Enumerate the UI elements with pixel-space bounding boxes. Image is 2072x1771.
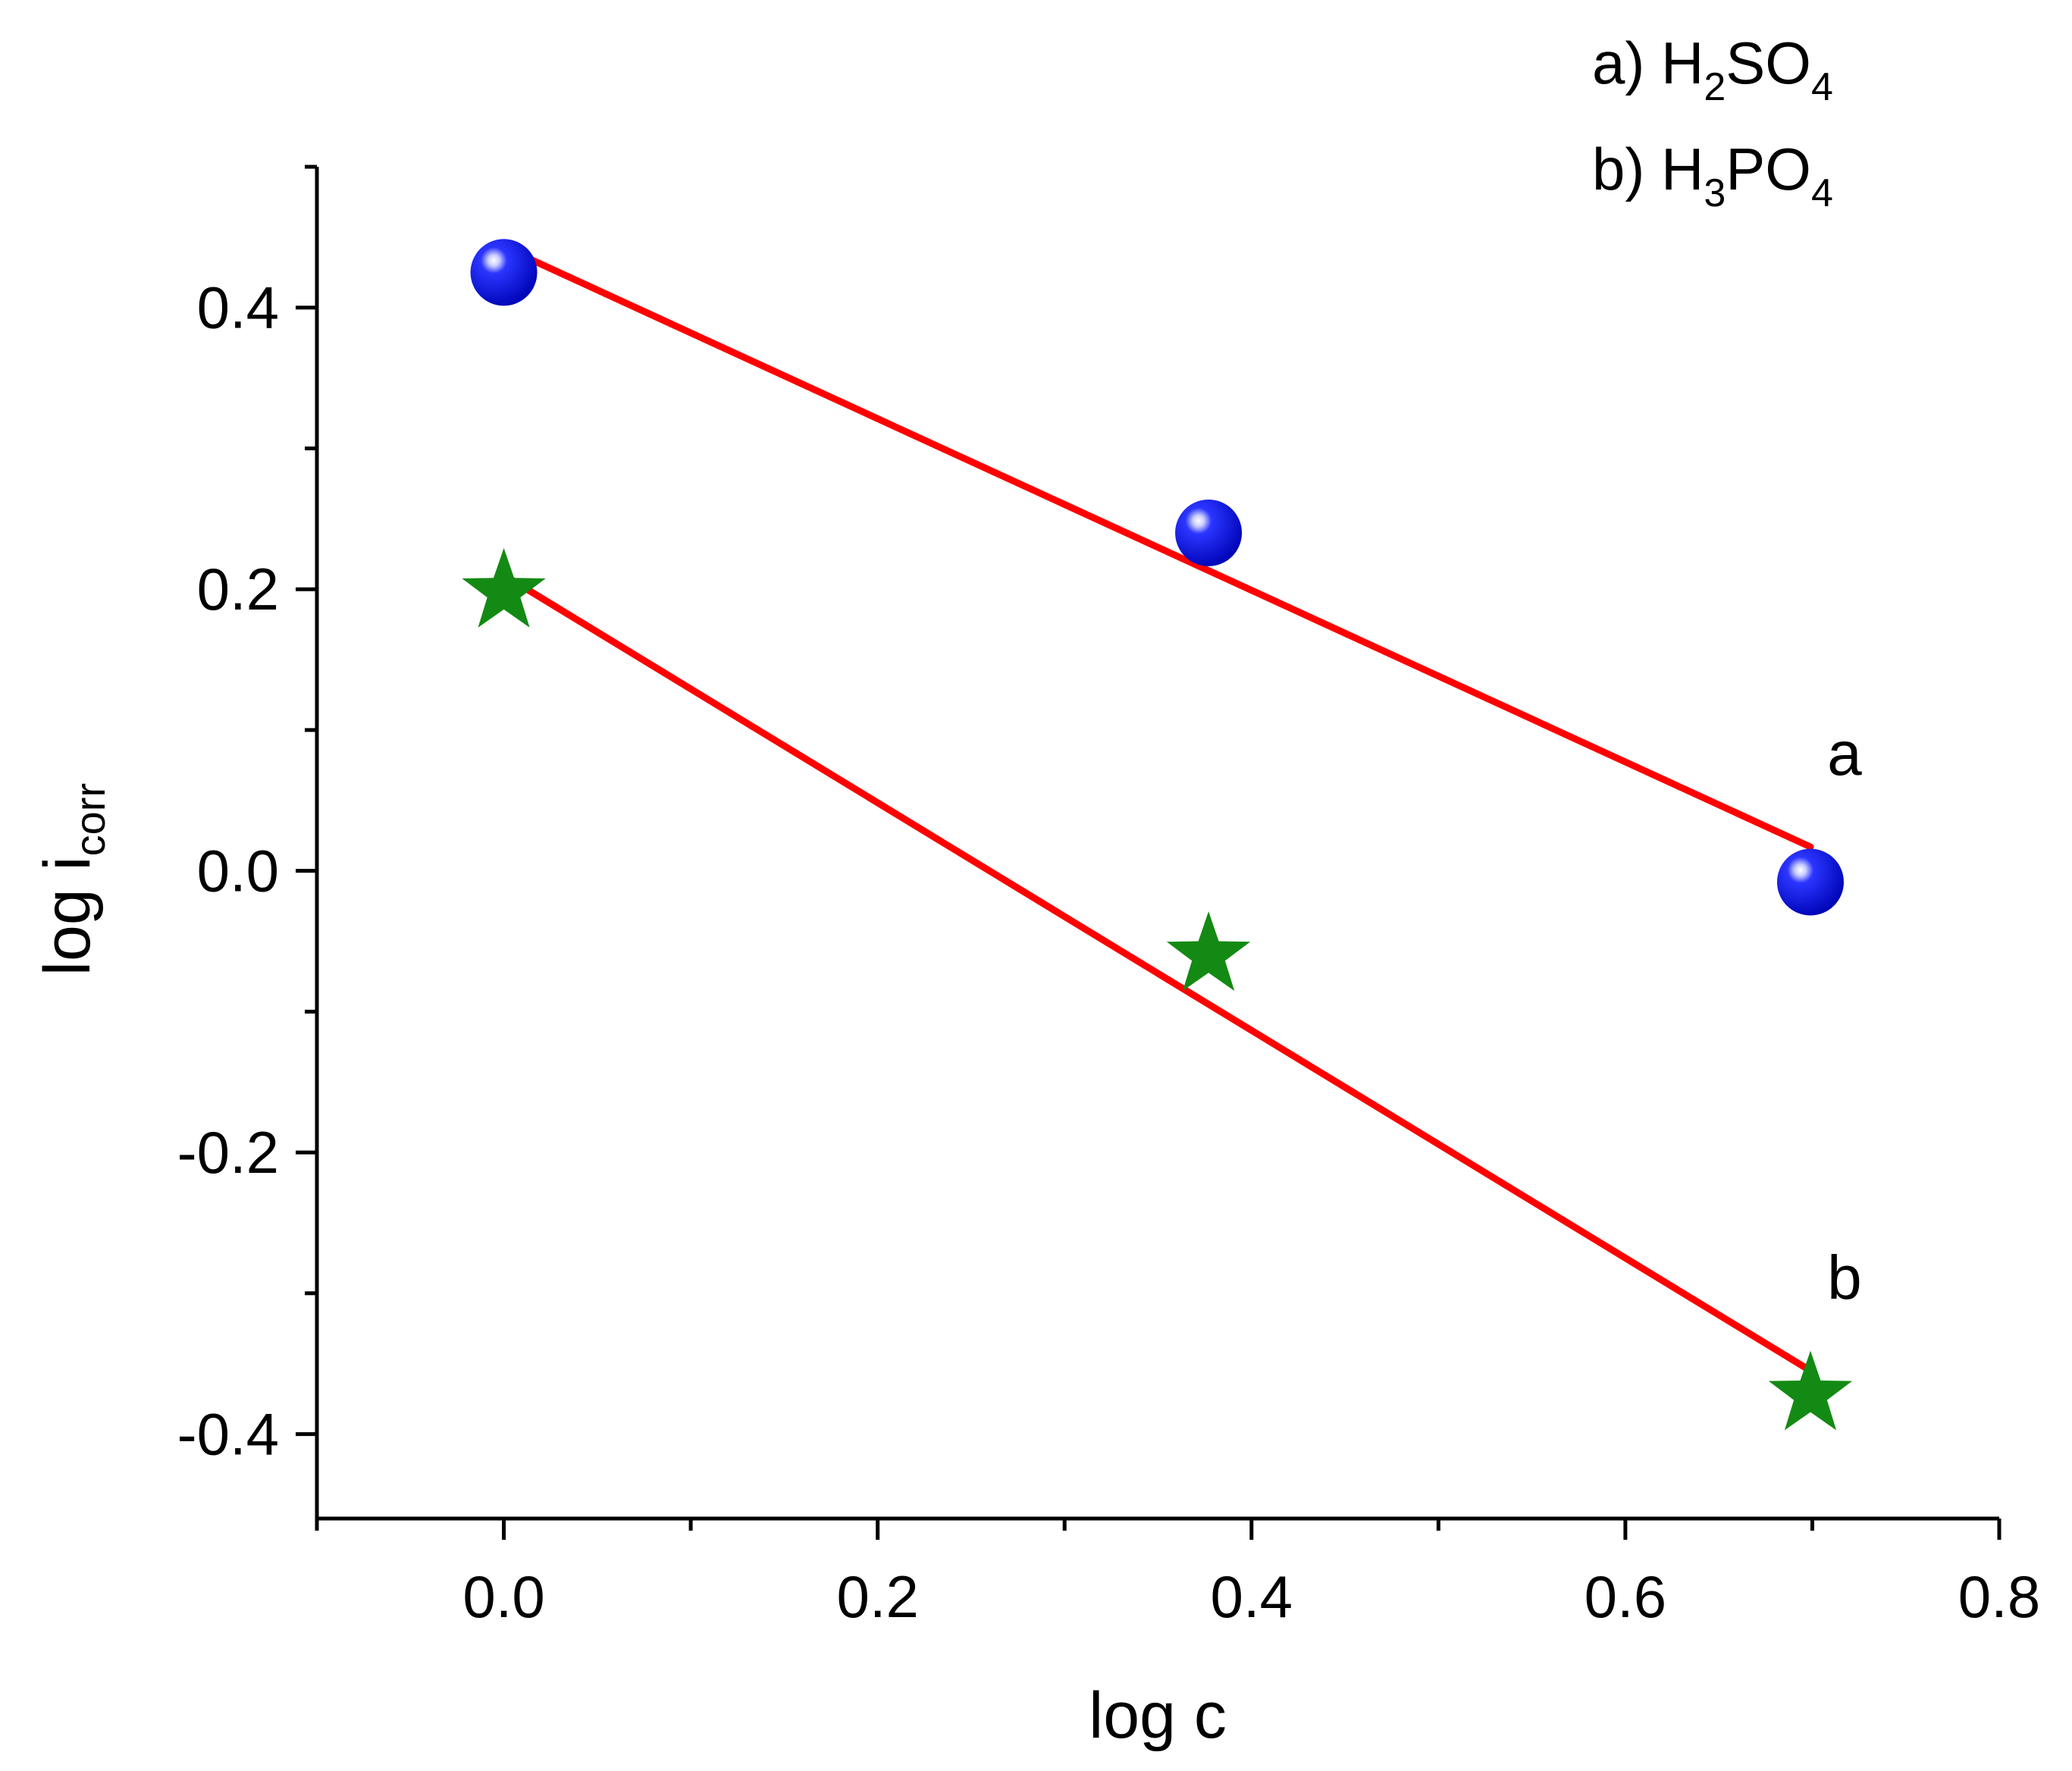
legend-entry-a-mid: SO: [1726, 30, 1811, 96]
legend-entry-b: b) H3PO4: [1592, 136, 1833, 215]
data-point-b: [462, 547, 546, 628]
data-point-b: [1768, 1350, 1853, 1431]
data-point-b: [1166, 911, 1251, 991]
legend-entry-a-sub2: 4: [1811, 65, 1833, 109]
curve-label-a: a: [1827, 719, 1862, 788]
x-tick-label: 0.2: [836, 1563, 918, 1630]
curve-label-b: b: [1827, 1243, 1862, 1312]
y-axis-title-sub: corr: [66, 783, 114, 856]
legend-entry-a-prefix: a) H: [1592, 30, 1704, 96]
y-tick-label: 0.0: [197, 838, 279, 904]
legend-entry-a: a) H2SO4: [1592, 30, 1833, 109]
y-tick-label: 0.4: [197, 274, 279, 341]
axis-ticks: [296, 165, 2001, 1540]
axis-tick-labels: 0.0 0.2 0.4 0.6 0.8 -0.4 -0.2 0.0 0.2 0.4: [177, 274, 2041, 1630]
y-axis-title: log icorr: [31, 783, 114, 976]
fit-line-a: [500, 243, 1814, 851]
data-point-a: [1175, 499, 1243, 566]
legend: a) H2SO4 b) H3PO4: [1592, 30, 1833, 215]
x-tick-label: 0.4: [1211, 1563, 1293, 1630]
legend-entry-b-mid: PO: [1726, 136, 1811, 202]
legend-entry-a-sub1: 2: [1704, 65, 1726, 109]
legend-entry-b-sub2: 4: [1811, 171, 1833, 215]
x-axis-title: log c: [1089, 1679, 1227, 1752]
data-point-a: [470, 239, 538, 306]
y-tick-label: -0.2: [177, 1119, 279, 1186]
legend-entry-b-sub1: 3: [1704, 171, 1726, 215]
plot-axes: [315, 167, 1999, 1521]
y-axis-title-main: log i: [31, 856, 104, 976]
y-tick-label: 0.2: [197, 556, 279, 622]
x-tick-label: 0.0: [462, 1563, 544, 1630]
curve-labels: ab: [1827, 719, 1862, 1312]
y-tick-label: -0.4: [177, 1401, 279, 1468]
data-point-a: [1776, 848, 1844, 916]
data-markers: [462, 239, 1853, 1431]
x-tick-label: 0.8: [1958, 1563, 2040, 1630]
legend-entry-b-prefix: b) H: [1592, 136, 1704, 202]
fit-line-b: [500, 572, 1814, 1374]
fit-lines: [500, 243, 1814, 1374]
x-tick-label: 0.6: [1585, 1563, 1666, 1630]
